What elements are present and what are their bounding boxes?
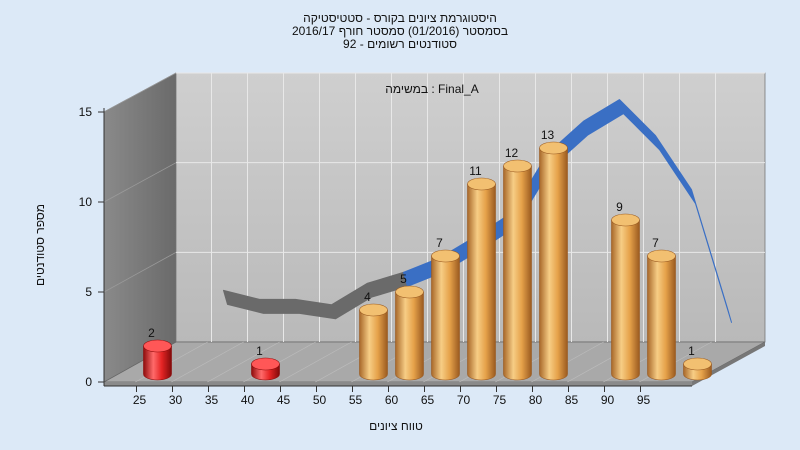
bar-body: [647, 255, 676, 381]
bar-top: [539, 141, 568, 155]
grid-lines: [103, 72, 765, 383]
x-tick-label: 50: [313, 393, 327, 407]
x-tick-label: 85: [565, 393, 579, 407]
x-tick-label: 40: [241, 393, 255, 407]
x-tick-label: 95: [637, 393, 651, 407]
bar: 12: [503, 146, 532, 381]
bar-top: [647, 249, 676, 263]
bar-value-label: 7: [436, 236, 443, 250]
x-axis-label: טווח ציונים: [369, 419, 423, 433]
bar-top: [251, 357, 280, 371]
bar-value-label: 4: [364, 290, 371, 304]
bar: 1: [683, 344, 712, 381]
bar-body: [431, 255, 460, 381]
chart-subtitle: במשימה : Final_A: [385, 82, 479, 96]
wall-grid-line: [103, 162, 177, 203]
bar-body: [467, 183, 496, 381]
bar: 1: [251, 344, 280, 381]
y-tick-label: 0: [85, 375, 92, 389]
floor-grid-line: [207, 341, 280, 383]
bar: 2: [143, 326, 172, 381]
bar-top: [143, 339, 172, 353]
bar: 9: [611, 200, 640, 381]
x-tick-label: 90: [601, 393, 615, 407]
x-tick-label: 70: [457, 393, 471, 407]
x-tick-label: 30: [169, 393, 183, 407]
bar-top: [467, 177, 496, 191]
floor-grid-line: [171, 341, 244, 383]
y-tick-label: 5: [85, 285, 92, 299]
bar: 5: [395, 272, 424, 381]
bar-value-label: 1: [688, 344, 695, 358]
chart-title-line-2: בסמסטר (01/2016) סמסטר חורף 2016/17: [292, 24, 508, 38]
bar-top: [431, 249, 460, 263]
bar-top: [611, 213, 640, 227]
bar-value-label: 1: [256, 344, 263, 358]
x-tick-label: 75: [493, 393, 507, 407]
bar-value-label: 13: [541, 128, 555, 142]
bar-body: [143, 345, 172, 381]
x-tick-label: 55: [349, 393, 363, 407]
left-wall: [103, 72, 177, 383]
x-tick-label: 35: [205, 393, 219, 407]
x-tick-label: 80: [529, 393, 543, 407]
bar-body: [503, 165, 532, 381]
bars: 2 1 4 5 7 11 12 13 9 7 1: [143, 128, 712, 381]
bar-body: [395, 291, 424, 381]
wall-grid-line: [103, 251, 177, 293]
floor-front-edge: [104, 382, 692, 386]
wall-grid-line: [103, 72, 177, 113]
bar: 7: [431, 236, 460, 381]
bar-value-label: 12: [505, 146, 519, 160]
bar-value-label: 11: [469, 164, 482, 178]
bar: 4: [359, 290, 388, 381]
bar-top: [359, 303, 388, 317]
bar-value-label: 2: [148, 326, 155, 340]
floor-grid-line: [279, 341, 352, 383]
x-tick-label: 65: [421, 393, 435, 407]
x-tick-label: 45: [277, 393, 291, 407]
bar: 13: [539, 128, 568, 381]
bar-body: [359, 309, 388, 381]
bar: 11: [467, 164, 496, 381]
y-tick-label: 10: [79, 195, 93, 209]
bar-top: [503, 159, 532, 173]
bar-top: [395, 285, 424, 299]
bar: 7: [647, 236, 676, 381]
chart-title-line-1: היסטוגרמת ציונים בקורס - סטטיסטיקה: [303, 11, 497, 25]
bar-value-label: 7: [652, 236, 659, 250]
y-axis-label: מספר סטודנטים: [33, 204, 47, 286]
bar-top: [683, 357, 712, 371]
bar-value-label: 5: [400, 272, 407, 286]
bar-value-label: 9: [616, 200, 623, 214]
chart-title-line-3: סטודנטים רשומים - 92: [343, 37, 457, 51]
bar-body: [611, 219, 640, 381]
y-tick-label: 15: [79, 105, 93, 119]
x-tick-label: 25: [133, 393, 147, 407]
bar-body: [539, 147, 568, 381]
x-tick-label: 60: [385, 393, 399, 407]
